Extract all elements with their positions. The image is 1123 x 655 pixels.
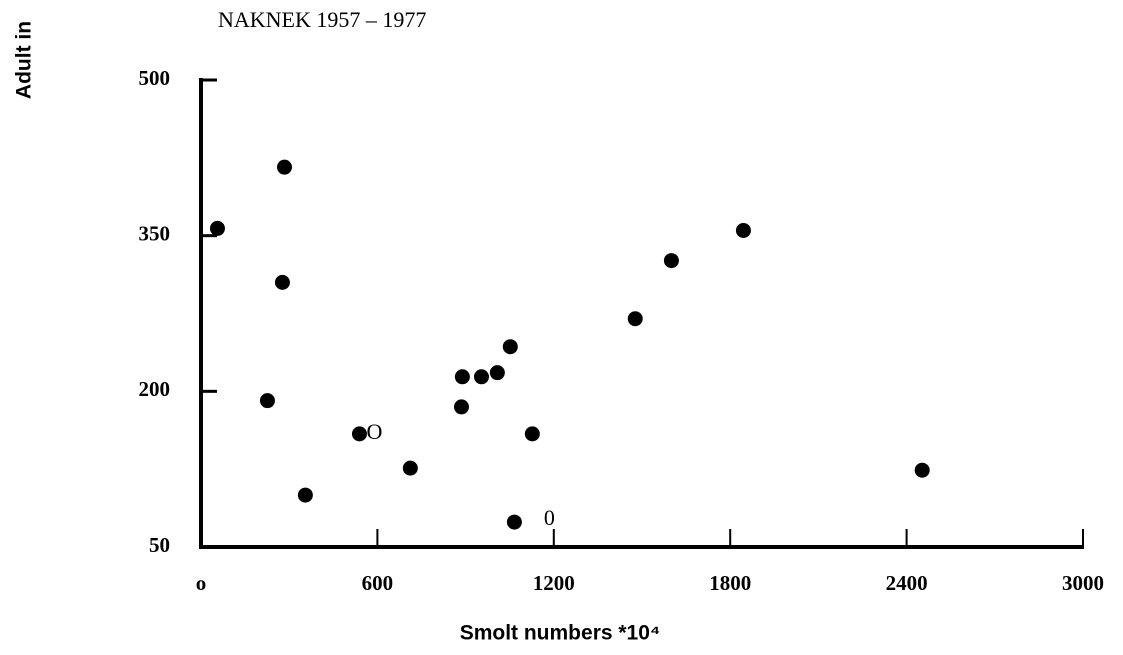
y-tick-label: 200 [139,377,171,401]
point [453,399,469,415]
x-tick-label: 600 [362,571,394,595]
point [663,253,679,269]
point [297,487,313,503]
point [454,369,470,385]
point [914,462,930,478]
y-tick-label: 350 [139,221,171,245]
x-tick-label: o [196,571,207,595]
x-axis-label: Smolt numbers *10⁴ [460,622,661,645]
point [276,159,292,175]
x-tick-label: 1800 [709,571,751,595]
point [524,426,540,442]
point [502,339,518,355]
chart-title: NAKNEK 1957 – 1977 [218,7,426,32]
point [735,222,751,238]
point [402,460,418,476]
point [506,514,522,530]
point [473,369,489,385]
x-tick-label: 3000 [1062,571,1104,595]
y-tick-label: 50 [149,533,170,557]
point [274,274,290,290]
point [489,365,505,381]
point [627,311,643,327]
point [209,220,225,236]
x-tick-label: 2400 [886,571,928,595]
y-axis-label: Adult in [13,21,36,99]
annotation: O [367,419,383,444]
point [259,393,275,409]
x-tick-label: 1200 [533,571,575,595]
annotation: 0 [544,505,555,530]
point [351,426,367,442]
y-tick-label: 500 [139,66,171,90]
